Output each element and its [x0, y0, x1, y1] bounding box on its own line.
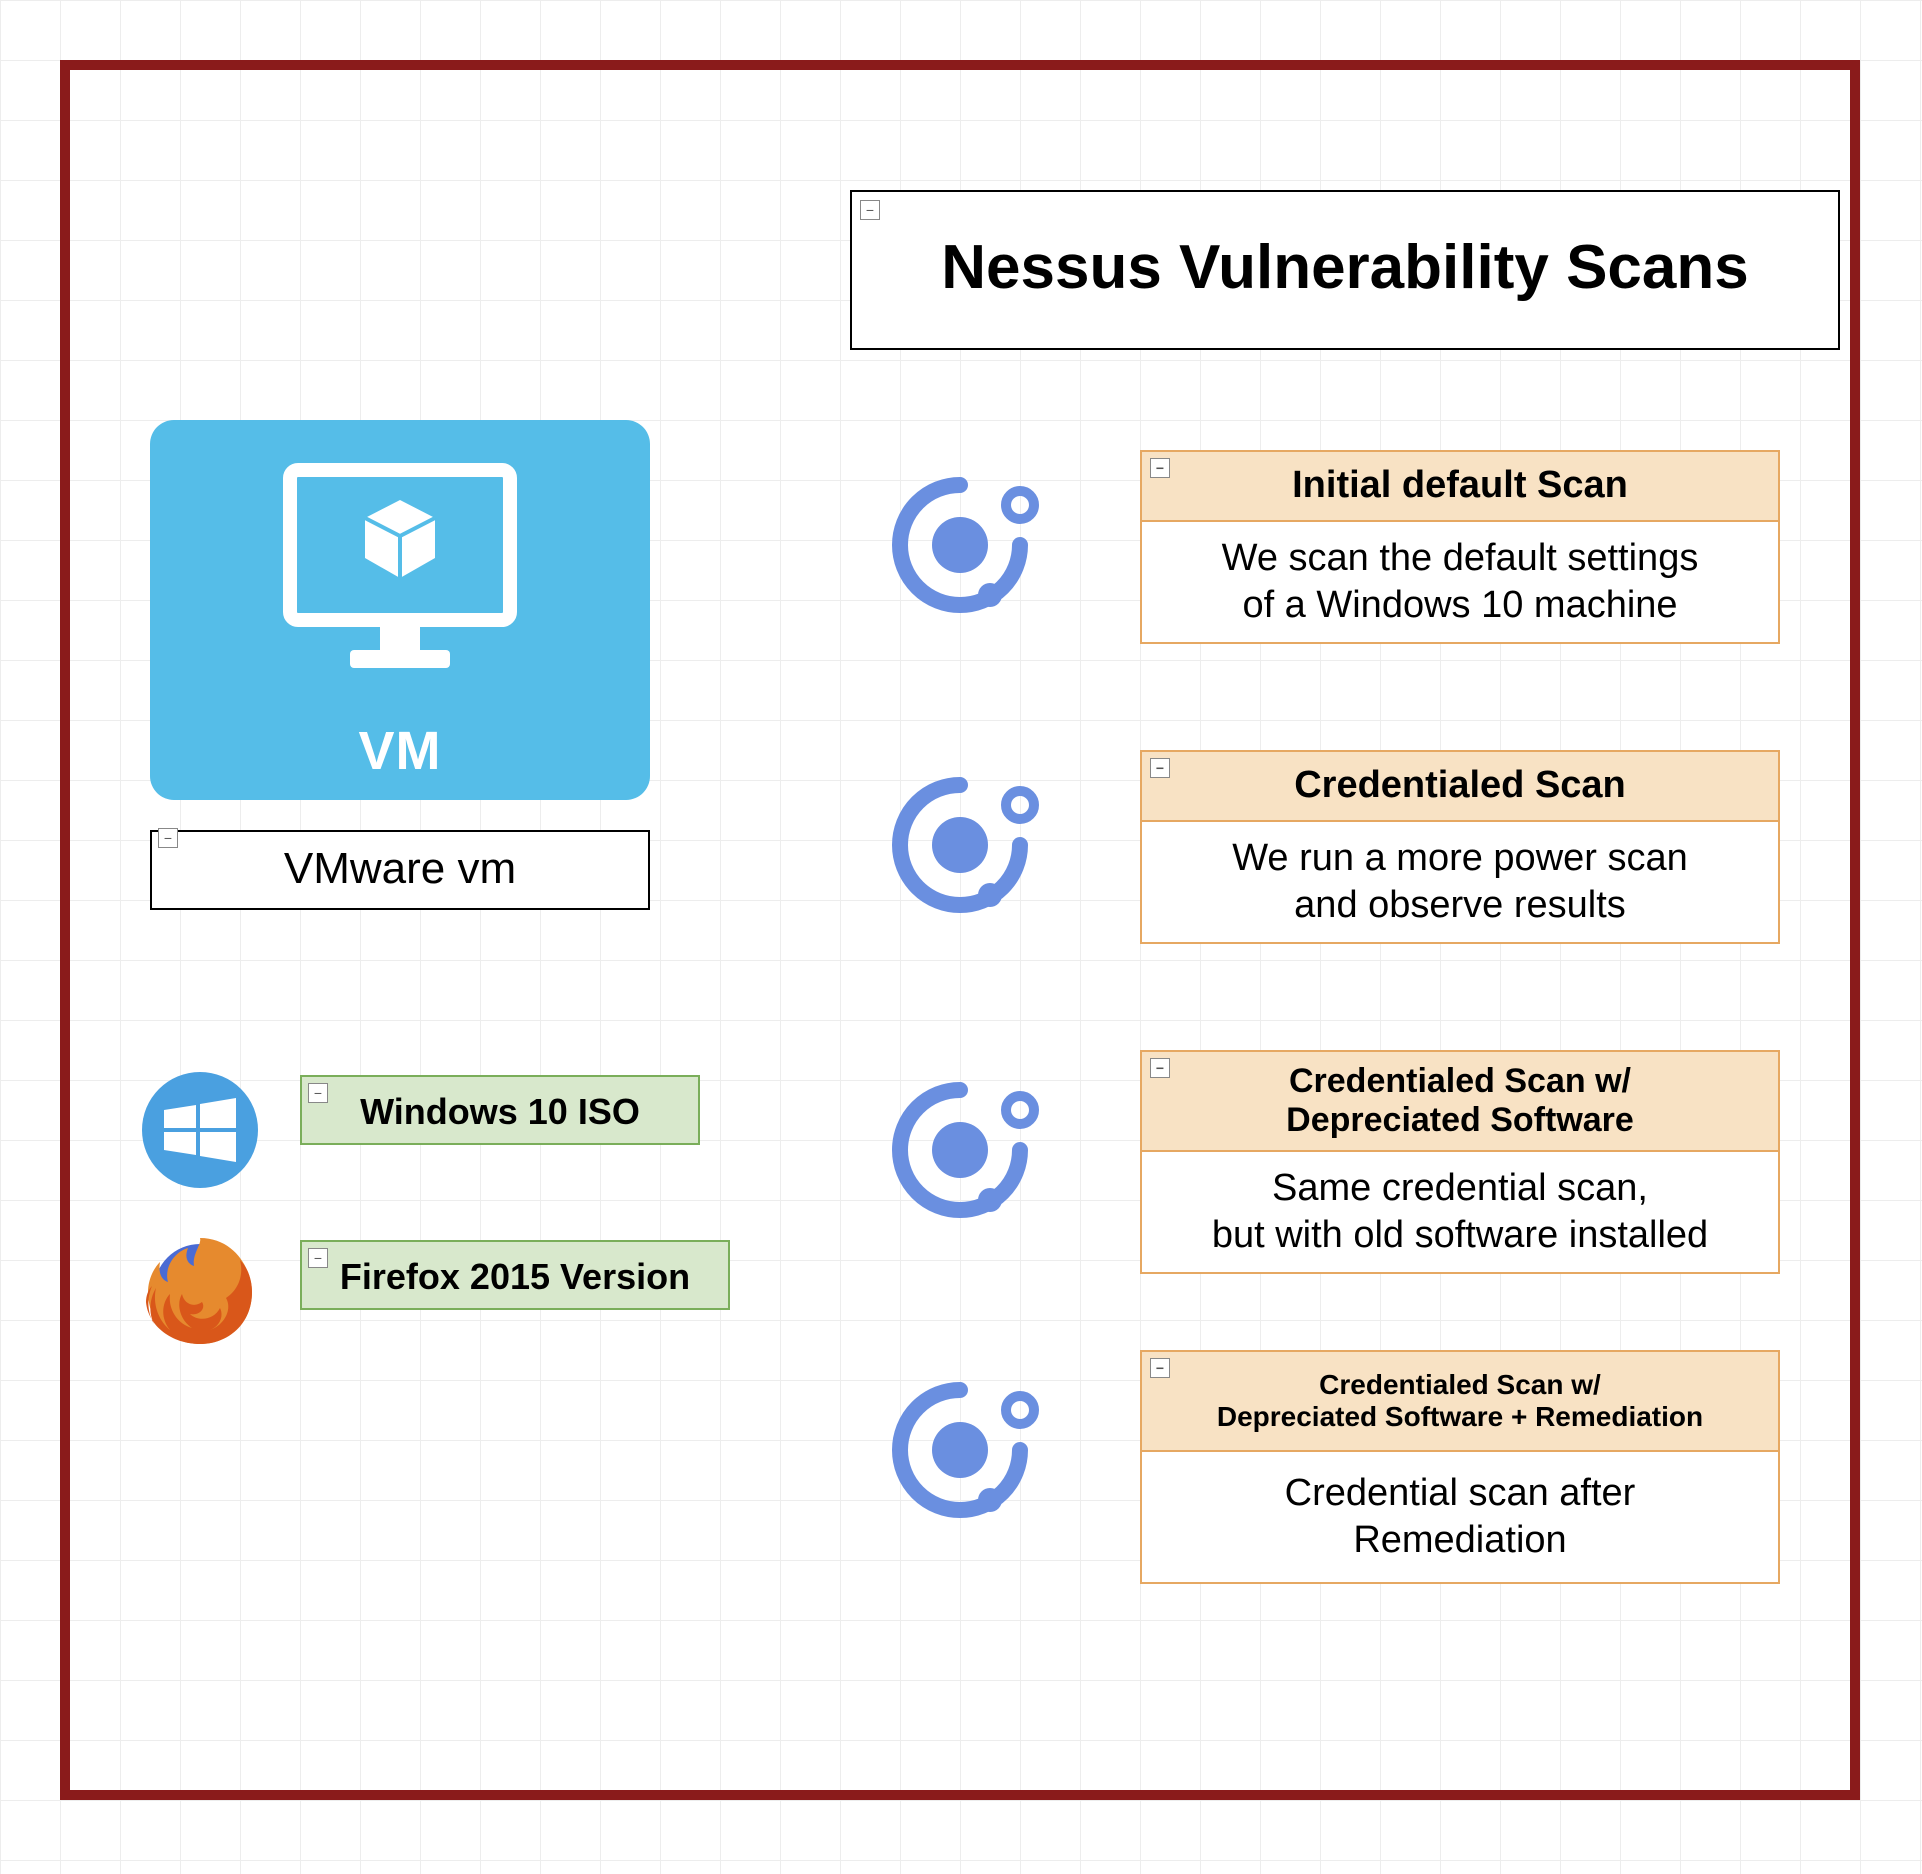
collapse-icon[interactable]: −	[308, 1248, 328, 1268]
firefox-icon	[140, 1230, 260, 1355]
scan-icon	[870, 755, 1050, 940]
software-label-box: −Windows 10 ISO	[300, 1075, 700, 1145]
software-label-text: Firefox 2015 Version	[302, 1242, 728, 1312]
scan-card: −Credentialed Scan w/ Depreciated Softwa…	[1140, 1050, 1780, 1274]
scan-card-body: Same credential scan,but with old softwa…	[1142, 1152, 1778, 1272]
diagram-canvas: − Nessus Vulnerability Scans VM − VMware…	[0, 0, 1922, 1874]
scan-card-title: −Credentialed Scan	[1142, 752, 1778, 822]
collapse-icon[interactable]: −	[158, 828, 178, 848]
scan-card-title: −Credentialed Scan w/ Depreciated Softwa…	[1142, 1352, 1778, 1452]
collapse-icon[interactable]: −	[1150, 1058, 1170, 1078]
scan-card-title: −Credentialed Scan w/ Depreciated Softwa…	[1142, 1052, 1778, 1152]
vmware-label-text: VMware vm	[152, 832, 648, 906]
windows-icon	[140, 1070, 260, 1195]
scan-icon	[870, 455, 1050, 640]
software-label-text: Windows 10 ISO	[302, 1077, 698, 1147]
collapse-icon[interactable]: −	[1150, 458, 1170, 478]
title-box: − Nessus Vulnerability Scans	[850, 190, 1840, 350]
scan-card: −Initial default ScanWe scan the default…	[1140, 450, 1780, 644]
scan-card-body: We scan the default settingsof a Windows…	[1142, 522, 1778, 642]
software-label-box: −Firefox 2015 Version	[300, 1240, 730, 1310]
scan-card-body: We run a more power scanand observe resu…	[1142, 822, 1778, 942]
vmware-label-box: − VMware vm	[150, 830, 650, 910]
vm-card: VM	[150, 420, 650, 800]
vm-label: VM	[150, 720, 650, 782]
scan-card-body: Credential scan afterRemediation	[1142, 1452, 1778, 1582]
title-text: Nessus Vulnerability Scans	[852, 192, 1838, 333]
collapse-icon[interactable]: −	[1150, 1358, 1170, 1378]
scan-icon	[870, 1060, 1050, 1245]
scan-card: −Credentialed Scan w/ Depreciated Softwa…	[1140, 1350, 1780, 1584]
collapse-icon[interactable]: −	[1150, 758, 1170, 778]
scan-icon	[870, 1360, 1050, 1545]
scan-card-title: −Initial default Scan	[1142, 452, 1778, 522]
scan-card: −Credentialed ScanWe run a more power sc…	[1140, 750, 1780, 944]
collapse-icon[interactable]: −	[860, 200, 880, 220]
monitor-box-icon	[270, 460, 530, 680]
collapse-icon[interactable]: −	[308, 1083, 328, 1103]
